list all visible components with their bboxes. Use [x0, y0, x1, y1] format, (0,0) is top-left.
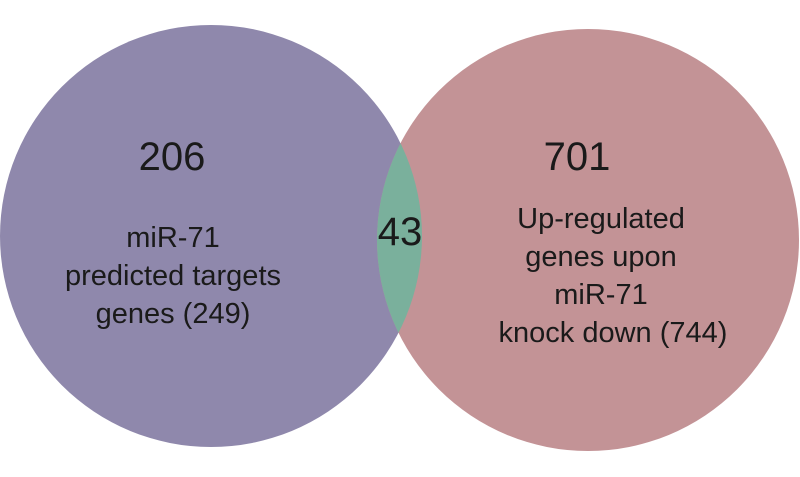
right-label-line-2: genes upon	[525, 241, 677, 273]
left-label-line-2: predicted targets	[65, 260, 281, 292]
left-label-line-3: genes (249)	[96, 298, 251, 330]
right-count: 701	[544, 135, 611, 179]
right-label-line-3: miR-71	[554, 279, 647, 311]
left-circle	[0, 25, 422, 447]
overlap-count: 43	[378, 210, 423, 254]
right-label-line-4: knock down (744)	[499, 317, 728, 349]
right-circle	[377, 29, 799, 451]
right-label-line-1: Up-regulated	[517, 203, 685, 235]
left-label-line-1: miR-71	[126, 222, 219, 254]
left-count: 206	[139, 135, 206, 179]
